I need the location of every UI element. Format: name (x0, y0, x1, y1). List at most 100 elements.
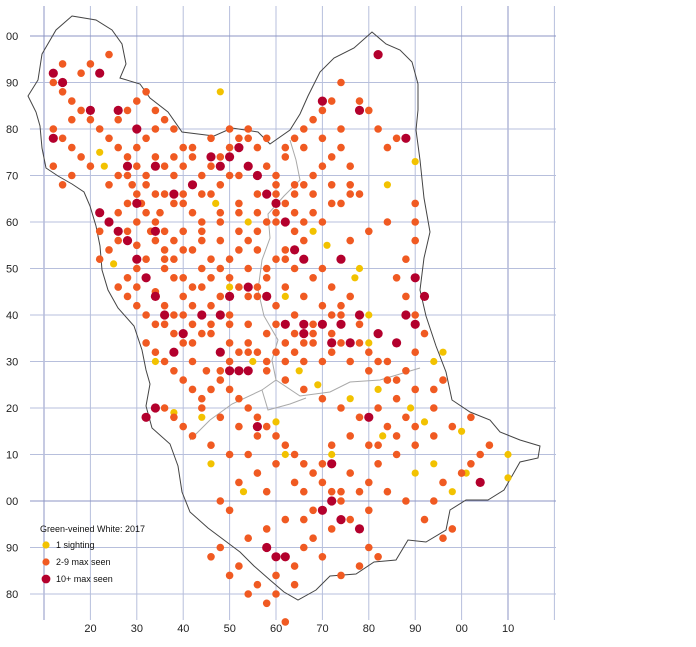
dot-2-9-max (281, 143, 290, 152)
y-axis-label: 10 (6, 450, 18, 462)
dot-2-9-max (262, 162, 271, 170)
dot-2-9-max (123, 227, 132, 236)
dot-2-9-max (160, 320, 169, 329)
dot-2-9-max (244, 125, 252, 133)
dot-2-9-max (346, 357, 355, 366)
dot-2-9-max (290, 348, 299, 357)
dot-10-plus-max (401, 133, 411, 143)
dot-2-9-max (160, 301, 169, 310)
dot-2-9-max (133, 97, 141, 105)
dot-2-9-max (142, 171, 150, 180)
dot-2-9-max (235, 562, 243, 570)
dot-2-9-max (253, 413, 262, 422)
dot-1-sighting (365, 311, 373, 319)
dot-2-9-max (346, 469, 355, 477)
dot-2-9-max (355, 413, 364, 422)
dot-2-9-max (170, 311, 178, 319)
dot-10-plus-max (317, 96, 327, 106)
dot-1-sighting (239, 488, 248, 496)
dot-2-9-max (77, 69, 85, 77)
dot-2-9-max (300, 385, 308, 394)
dot-2-9-max (365, 543, 373, 552)
dot-1-sighting (323, 241, 331, 249)
dot-2-9-max (374, 404, 382, 412)
dot-2-9-max (392, 274, 401, 282)
dot-2-9-max (383, 143, 392, 152)
y-axis-label: 80 (6, 589, 18, 601)
dot-2-9-max (272, 208, 280, 217)
dot-2-9-max (448, 422, 457, 431)
dot-2-9-max (207, 329, 215, 338)
dot-2-9-max (216, 208, 225, 217)
dot-2-9-max (467, 460, 475, 468)
dot-2-9-max (318, 394, 327, 403)
dot-2-9-max (262, 274, 271, 282)
dot-10-plus-max (354, 105, 365, 115)
dot-1-sighting (383, 181, 391, 189)
legend-2-9-marker (42, 558, 50, 566)
dot-2-9-max (318, 301, 327, 310)
x-axis-label: 20 (84, 623, 96, 635)
dot-10-plus-max (252, 422, 262, 432)
dot-2-9-max (365, 478, 373, 487)
dot-2-9-max (272, 320, 280, 329)
dot-1-sighting (281, 292, 289, 300)
y-axis-label: 80 (6, 124, 18, 136)
dot-10-plus-max (113, 105, 123, 115)
dot-2-9-max (337, 339, 345, 347)
dot-2-9-max (383, 422, 392, 431)
dot-2-9-max (216, 292, 225, 301)
dot-2-9-max (290, 562, 299, 570)
dot-2-9-max (170, 199, 178, 208)
dot-2-9-max (337, 404, 345, 412)
dot-10-plus-max (197, 310, 207, 320)
dot-2-9-max (235, 227, 243, 236)
dot-2-9-max (216, 543, 225, 552)
dot-10-plus-max (132, 198, 142, 208)
dot-2-9-max (244, 236, 252, 245)
dot-2-9-max (225, 143, 234, 152)
dot-10-plus-max (160, 310, 170, 320)
sighting-dots (48, 50, 512, 626)
dot-2-9-max (383, 357, 392, 366)
dot-2-9-max (327, 199, 336, 208)
dot-10-plus-max (317, 319, 327, 329)
legend-title: Green-veined White: 2017 (40, 524, 145, 534)
dot-1-sighting (207, 460, 215, 468)
dot-2-9-max (207, 134, 215, 143)
dot-2-9-max (244, 450, 252, 459)
dot-2-9-max (272, 181, 280, 189)
dot-1-sighting (504, 450, 512, 459)
dot-2-9-max (207, 301, 215, 310)
dot-2-9-max (392, 394, 401, 403)
dot-10-plus-max (169, 347, 179, 357)
dot-2-9-max (244, 264, 252, 273)
dot-10-plus-max (401, 310, 411, 320)
dot-2-9-max (290, 134, 299, 143)
dot-2-9-max (142, 181, 150, 189)
dot-2-9-max (281, 376, 290, 384)
dot-10-plus-max (327, 496, 337, 506)
dot-2-9-max (318, 264, 327, 273)
dot-2-9-max (179, 311, 187, 319)
dot-2-9-max (244, 292, 252, 301)
dot-2-9-max (160, 255, 169, 263)
dot-10-plus-max (271, 552, 281, 562)
dot-2-9-max (355, 562, 364, 570)
dot-10-plus-max (234, 143, 244, 153)
dot-2-9-max (290, 450, 299, 459)
dot-2-9-max (374, 460, 382, 468)
dot-2-9-max (160, 357, 169, 366)
dot-10-plus-max (178, 329, 188, 339)
dot-10-plus-max (364, 412, 374, 422)
dot-2-9-max (327, 283, 336, 291)
dot-2-9-max (272, 432, 280, 440)
dot-2-9-max (179, 190, 187, 198)
dot-2-9-max (188, 246, 197, 254)
dot-10-plus-max (373, 50, 383, 60)
dot-1-sighting (439, 348, 447, 356)
dot-10-plus-max (243, 161, 253, 171)
dot-2-9-max (225, 357, 234, 366)
dot-2-9-max (179, 292, 187, 301)
dot-2-9-max (262, 218, 271, 226)
